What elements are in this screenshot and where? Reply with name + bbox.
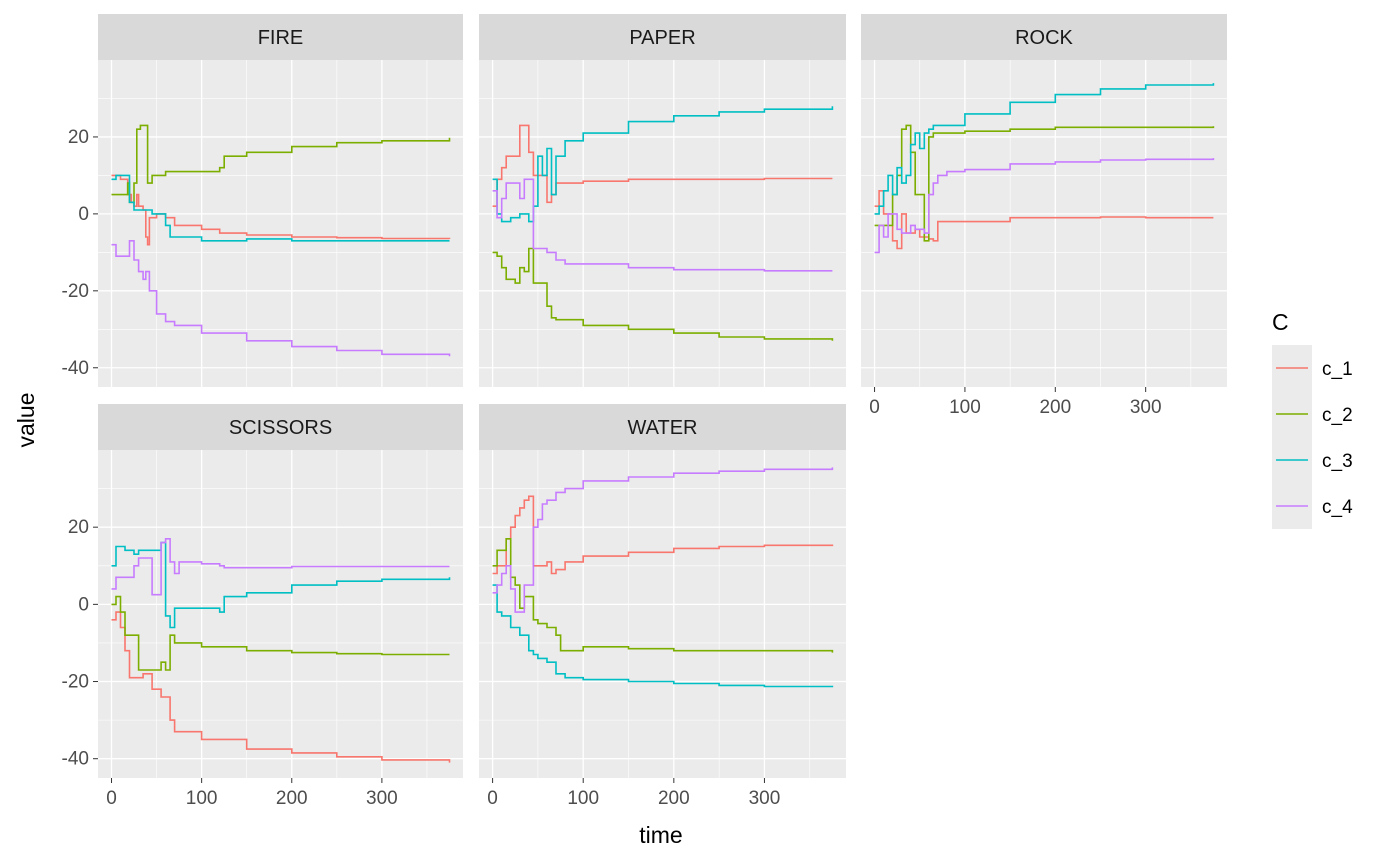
y-axis-title: value <box>13 393 39 448</box>
x-tick-label: 100 <box>567 788 599 809</box>
facet-panel-paper: PAPER <box>479 14 846 387</box>
series-line-c-3 <box>111 541 451 629</box>
series-line-c-3 <box>492 106 834 223</box>
facet-strip <box>479 404 846 450</box>
series-line-c-1 <box>492 495 834 575</box>
facet-strip-label: ROCK <box>1015 27 1073 49</box>
facet-strip <box>98 14 463 60</box>
facet-strip <box>861 14 1227 60</box>
series-line-c-4 <box>111 240 451 357</box>
series-line-c-2 <box>492 247 834 341</box>
facet-strip-label: PAPER <box>629 27 695 49</box>
legend: C c_1 c_2 c_3 c_4 <box>1272 309 1353 529</box>
x-tick-label: 0 <box>869 397 880 418</box>
facet-panel-rock: ROCK 0 100 200 300 <box>861 14 1227 418</box>
facet-strip <box>98 404 463 450</box>
series-line-c-4 <box>492 467 834 613</box>
y-tick-label: 0 <box>78 594 89 615</box>
series-line-c-3 <box>874 83 1215 215</box>
series-line-c-2 <box>492 538 834 653</box>
series-line-c-4 <box>874 158 1215 254</box>
y-tick-label: 0 <box>78 204 89 225</box>
panel-background <box>98 60 463 387</box>
legend-label-c-2: c_2 <box>1322 405 1353 426</box>
series-line-c-4 <box>492 178 833 272</box>
facet-strip-label: FIRE <box>258 27 304 49</box>
legend-label-c-1: c_1 <box>1322 359 1353 380</box>
x-axis-title: time <box>639 822 682 848</box>
facet-strip-label: SCISSORS <box>229 417 332 439</box>
panel-background <box>98 450 463 778</box>
x-tick-label: 300 <box>1130 397 1162 418</box>
y-tick-label: -20 <box>62 281 89 302</box>
series-line-c-3 <box>492 584 834 688</box>
x-tick-label: 300 <box>749 788 781 809</box>
legend-label-c-3: c_3 <box>1322 451 1353 472</box>
x-tick-label: 200 <box>1039 397 1071 418</box>
legend-title: C <box>1272 309 1289 335</box>
axis-labels: time value <box>13 393 683 848</box>
x-tick-label: 100 <box>186 788 218 809</box>
y-tick-label: 20 <box>68 127 89 148</box>
x-tick-label: 0 <box>106 788 117 809</box>
series-line-c-3 <box>111 174 450 242</box>
legend-label-c-4: c_4 <box>1322 497 1353 518</box>
y-tick-label: -20 <box>62 672 89 693</box>
x-tick-label: 200 <box>658 788 690 809</box>
panel-background <box>479 450 846 778</box>
x-tick-label: 200 <box>276 788 308 809</box>
y-tick-label: 20 <box>68 517 89 538</box>
series-line-c-4 <box>111 538 450 596</box>
facet-strip <box>479 14 846 60</box>
panel-background <box>861 60 1227 387</box>
y-tick-label: -40 <box>62 749 89 770</box>
x-tick-label: 100 <box>949 397 981 418</box>
facet-panel-fire: FIRE -40 -20 0 20 <box>62 14 463 387</box>
x-tick-label: 300 <box>366 788 398 809</box>
y-tick-label: -40 <box>62 358 89 379</box>
series-line-c-1 <box>111 611 451 763</box>
facet-strip-label: WATER <box>628 417 698 439</box>
series-line-c-2 <box>111 595 450 671</box>
x-tick-label: 0 <box>487 788 498 809</box>
panel-background <box>479 60 846 387</box>
facet-panel-water: WATER 0 100 200 300 <box>479 404 846 809</box>
